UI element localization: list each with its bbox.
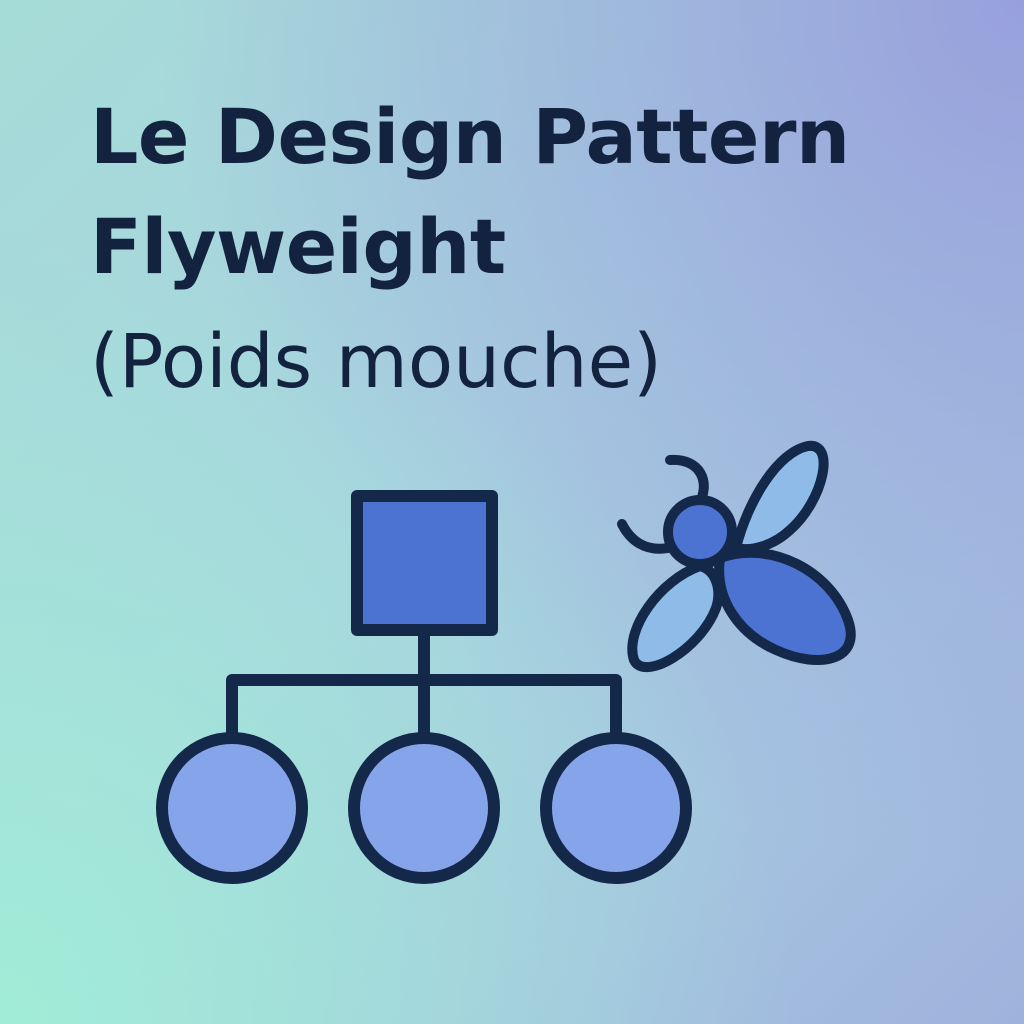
- fly-abdomen: [714, 547, 856, 665]
- child-node-1: [156, 732, 308, 884]
- fly-wing-lower: [627, 561, 724, 673]
- child-node-3: [540, 732, 692, 884]
- title-block: Le Design Pattern Flyweight (Poids mouch…: [90, 82, 850, 422]
- hierarchy-diagram-icon: [156, 490, 692, 884]
- root-node: [351, 490, 498, 636]
- fly-head: [663, 495, 737, 569]
- fly-icon: [617, 440, 856, 673]
- title-line-2: Flyweight: [90, 202, 506, 291]
- connector-lines: [226, 624, 622, 744]
- title-line-1: Le Design Pattern: [90, 92, 850, 181]
- fly-antenna-left: [617, 519, 673, 554]
- fly-wing-upper: [731, 440, 829, 554]
- subtitle: (Poids mouche): [90, 319, 662, 405]
- child-node-2: [348, 732, 500, 884]
